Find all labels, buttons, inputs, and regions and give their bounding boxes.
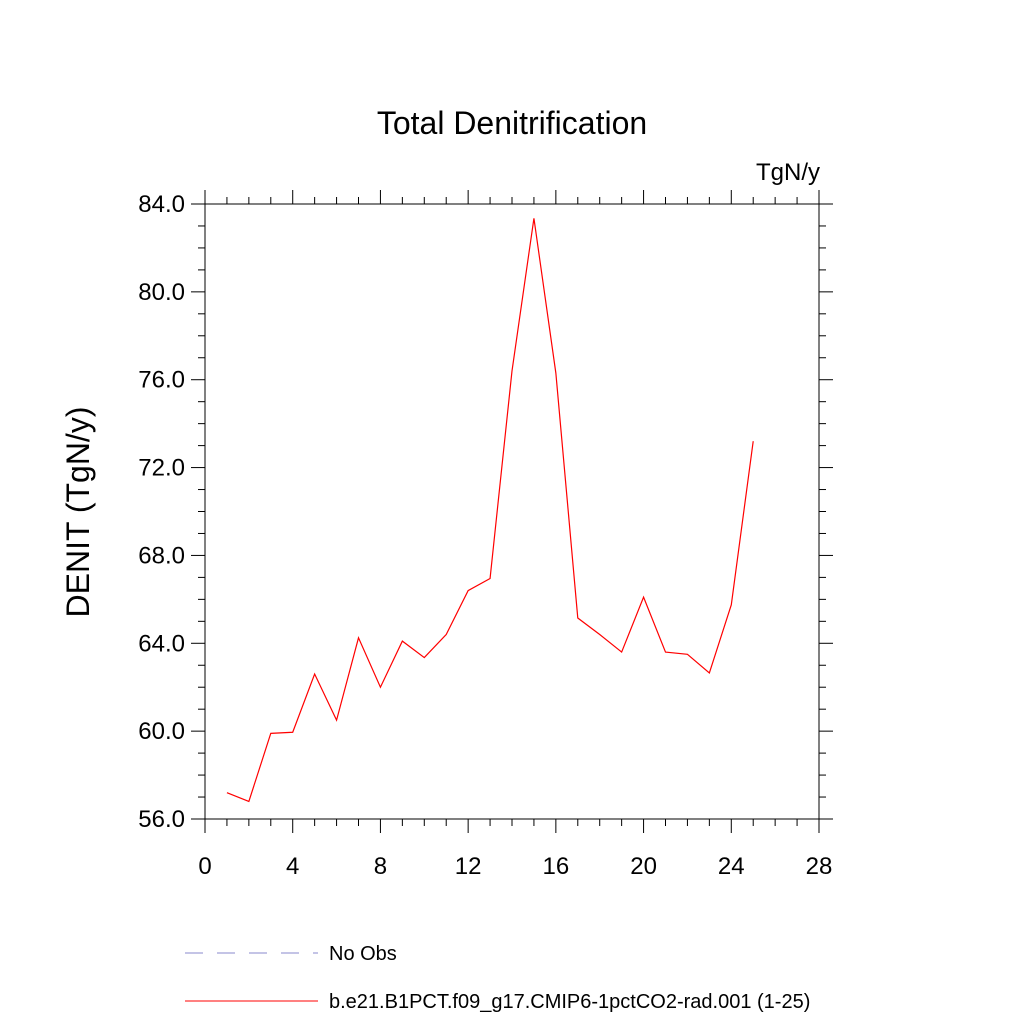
y-tick-label: 80.0 [138,279,185,306]
x-tick-label: 24 [718,853,745,880]
series-layer [226,218,754,803]
y-tick-label: 84.0 [138,191,185,218]
y-tick-label: 76.0 [138,367,185,394]
legend-label: No Obs [329,943,397,965]
x-tick-label: 8 [374,853,387,880]
y-axis-label: DENIT (TgN/y) [60,407,96,618]
x-tick-label: 16 [543,853,570,880]
chart-title: Total Denitrification [377,105,647,141]
legend: No Obs b.e21.B1PCT.f09_g17.CMIP6-1pctCO2-… [185,943,810,1013]
series-line [226,218,754,803]
legend-label: b.e21.B1PCT.f09_g17.CMIP6-1pctCO2-rad.00… [329,991,810,1013]
y-tick-label: 68.0 [138,542,185,569]
y-tick-label: 64.0 [138,630,185,657]
axis-ticks [191,190,833,833]
x-tick-label: 4 [286,853,299,880]
y-tick-label: 72.0 [138,455,185,482]
axis-tick-labels: 0 4 8 12 16 20 24 28 56.0 60.0 64.0 68.0 72.0 76.0 80.… [138,191,832,880]
y-tick-label: 56.0 [138,806,185,833]
x-tick-label: 28 [806,853,833,880]
units-label: TgN/y [756,159,820,186]
plot-frame [204,203,820,820]
x-tick-label: 20 [630,853,657,880]
y-tick-label: 60.0 [138,718,185,745]
x-tick-label: 0 [198,853,211,880]
x-tick-label: 12 [455,853,482,880]
